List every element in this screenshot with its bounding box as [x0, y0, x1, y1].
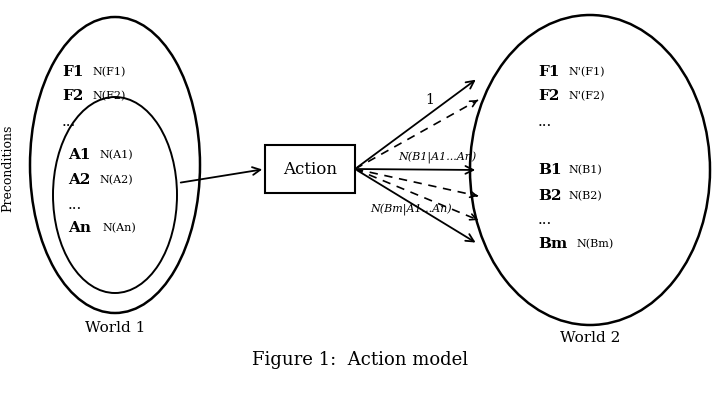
Text: N(B1): N(B1) — [568, 165, 602, 175]
Text: N(An): N(An) — [102, 223, 136, 233]
Text: A2: A2 — [68, 173, 90, 187]
FancyArrowPatch shape — [358, 170, 474, 242]
Text: World 1: World 1 — [85, 321, 145, 335]
Text: An: An — [68, 221, 91, 235]
Text: Preconditions: Preconditions — [1, 124, 14, 212]
Text: N'(F2): N'(F2) — [568, 91, 605, 101]
Text: World 2: World 2 — [560, 331, 620, 345]
FancyArrowPatch shape — [358, 166, 473, 174]
Text: ...: ... — [538, 115, 552, 129]
Text: Figure 1:  Action model: Figure 1: Action model — [252, 351, 468, 369]
Text: N'(F1): N'(F1) — [568, 67, 605, 77]
Text: A1: A1 — [68, 148, 90, 162]
Text: F2: F2 — [62, 89, 83, 103]
Text: N(B1|A1...An): N(B1|A1...An) — [398, 152, 476, 164]
Text: ...: ... — [68, 198, 83, 212]
Text: F1: F1 — [62, 65, 83, 79]
Text: 1: 1 — [426, 93, 434, 107]
Text: B1: B1 — [538, 163, 561, 177]
Text: F1: F1 — [538, 65, 559, 79]
Text: B2: B2 — [538, 189, 561, 203]
Text: Action: Action — [283, 160, 337, 178]
FancyArrowPatch shape — [181, 167, 260, 183]
Text: F2: F2 — [538, 89, 559, 103]
Text: N(B2): N(B2) — [568, 191, 602, 201]
Text: N(Bm|A1...An): N(Bm|A1...An) — [370, 204, 452, 216]
Text: ...: ... — [538, 213, 552, 227]
FancyArrowPatch shape — [358, 81, 474, 167]
Text: N(A2): N(A2) — [99, 175, 133, 185]
Text: N(A1): N(A1) — [99, 150, 133, 160]
FancyBboxPatch shape — [265, 145, 355, 193]
Text: ...: ... — [62, 115, 76, 129]
Text: N(F2): N(F2) — [92, 91, 126, 101]
Text: N(Bm): N(Bm) — [576, 239, 613, 249]
Text: N(F1): N(F1) — [92, 67, 126, 77]
Text: Bm: Bm — [538, 237, 567, 251]
